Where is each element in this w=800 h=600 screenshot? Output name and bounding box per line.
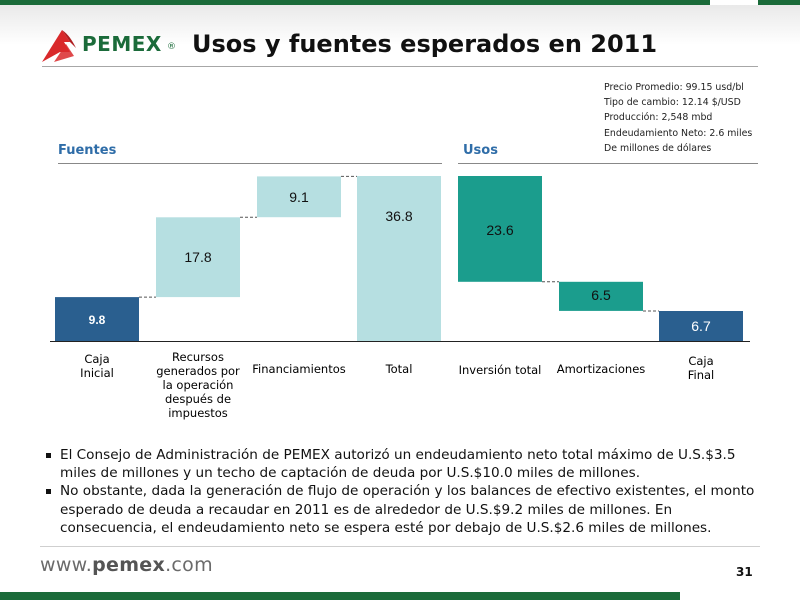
category-label-5: Inversión total <box>459 363 542 377</box>
category-label-line: la operación <box>162 378 234 392</box>
bar-5 <box>458 176 542 282</box>
footer-divider <box>40 546 760 547</box>
category-label-1: Caja Inicial <box>80 352 114 380</box>
page-number: 31 <box>736 565 753 579</box>
url-prefix: www. <box>40 554 93 576</box>
bar-3 <box>257 176 341 218</box>
bar-6 <box>559 281 643 311</box>
note-units: De millones de dólares <box>604 142 712 154</box>
category-label-7: Caja Final <box>688 354 715 382</box>
title-divider <box>42 66 758 67</box>
bullet-item: El Consejo de Administración de PEMEX au… <box>44 446 764 482</box>
data-label-2: 17.8 <box>184 249 211 265</box>
website-url[interactable]: www.pemex.com <box>40 554 213 576</box>
bar-7 <box>659 311 743 341</box>
data-label-7: 6.7 <box>691 318 711 334</box>
bar-1 <box>55 297 139 341</box>
category-label-3: Financiamientos <box>252 362 345 376</box>
bullet-text: No obstante, dada la generación de flujo… <box>60 483 755 536</box>
url-suffix: .com <box>165 554 213 576</box>
assumptions-notes: Precio Promedio: 99.15 usd/bl Tipo de ca… <box>604 80 752 156</box>
pemex-flame-icon <box>42 30 76 62</box>
category-label-line: Final <box>687 368 715 382</box>
bullet-text: El Consejo de Administración de PEMEX au… <box>60 447 736 482</box>
category-label-line: Recursos <box>172 350 224 364</box>
usos-divider <box>458 163 758 164</box>
data-label-5: 23.6 <box>486 222 513 238</box>
bullet-list: El Consejo de Administración de PEMEX au… <box>44 446 764 537</box>
category-label-4: Total <box>386 362 413 376</box>
note-production: Producción: 2,548 mbd <box>604 112 713 124</box>
bar-2 <box>156 217 240 298</box>
bullet-square-icon <box>46 453 51 458</box>
brand-name: PEMEX <box>82 32 162 56</box>
fuentes-heading: Fuentes <box>58 143 117 158</box>
fuentes-divider <box>58 163 442 164</box>
note-net-debt: Endeudamiento Neto: 2.6 miles <box>604 127 753 139</box>
bullet-item: No obstante, dada la generación de flujo… <box>44 482 764 537</box>
data-label-4: 36.8 <box>385 208 412 224</box>
data-label-6: 6.5 <box>591 287 611 303</box>
bottom-accent-bar <box>0 592 800 600</box>
data-label-3: 9.1 <box>289 189 309 205</box>
pemex-logo <box>42 30 76 62</box>
category-label-line: Inversión total <box>458 363 542 377</box>
note-exchange-rate: Tipo de cambio: 12.14 $/USD <box>604 97 741 109</box>
bar-4 <box>357 176 441 341</box>
header-background <box>0 5 800 45</box>
data-label-1: 9.8 <box>89 313 106 327</box>
category-label-line: Inicial <box>80 366 114 380</box>
category-label-6: Amortizaciones <box>557 362 646 376</box>
category-label-line: Caja <box>84 352 110 366</box>
category-label-line: impuestos <box>168 406 228 420</box>
note-price: Precio Promedio: 99.15 usd/bl <box>604 82 744 93</box>
page-title: Usos y fuentes esperados en 2011 <box>192 30 658 58</box>
category-label-line: Financiamientos <box>252 362 346 376</box>
category-label-line: después de <box>164 392 232 406</box>
category-label-line: Total <box>385 362 413 376</box>
top-accent-bar <box>0 0 800 5</box>
category-label-line: generados por <box>156 364 240 378</box>
url-brand: pemex <box>92 554 166 576</box>
registered-mark: ® <box>167 42 176 52</box>
bullet-square-icon <box>46 489 51 495</box>
category-label-line: Caja <box>688 354 714 368</box>
category-label-line: Amortizaciones <box>556 362 646 376</box>
usos-heading: Usos <box>463 143 498 158</box>
category-label-2: Recursos generados por la operación después… <box>156 350 240 420</box>
